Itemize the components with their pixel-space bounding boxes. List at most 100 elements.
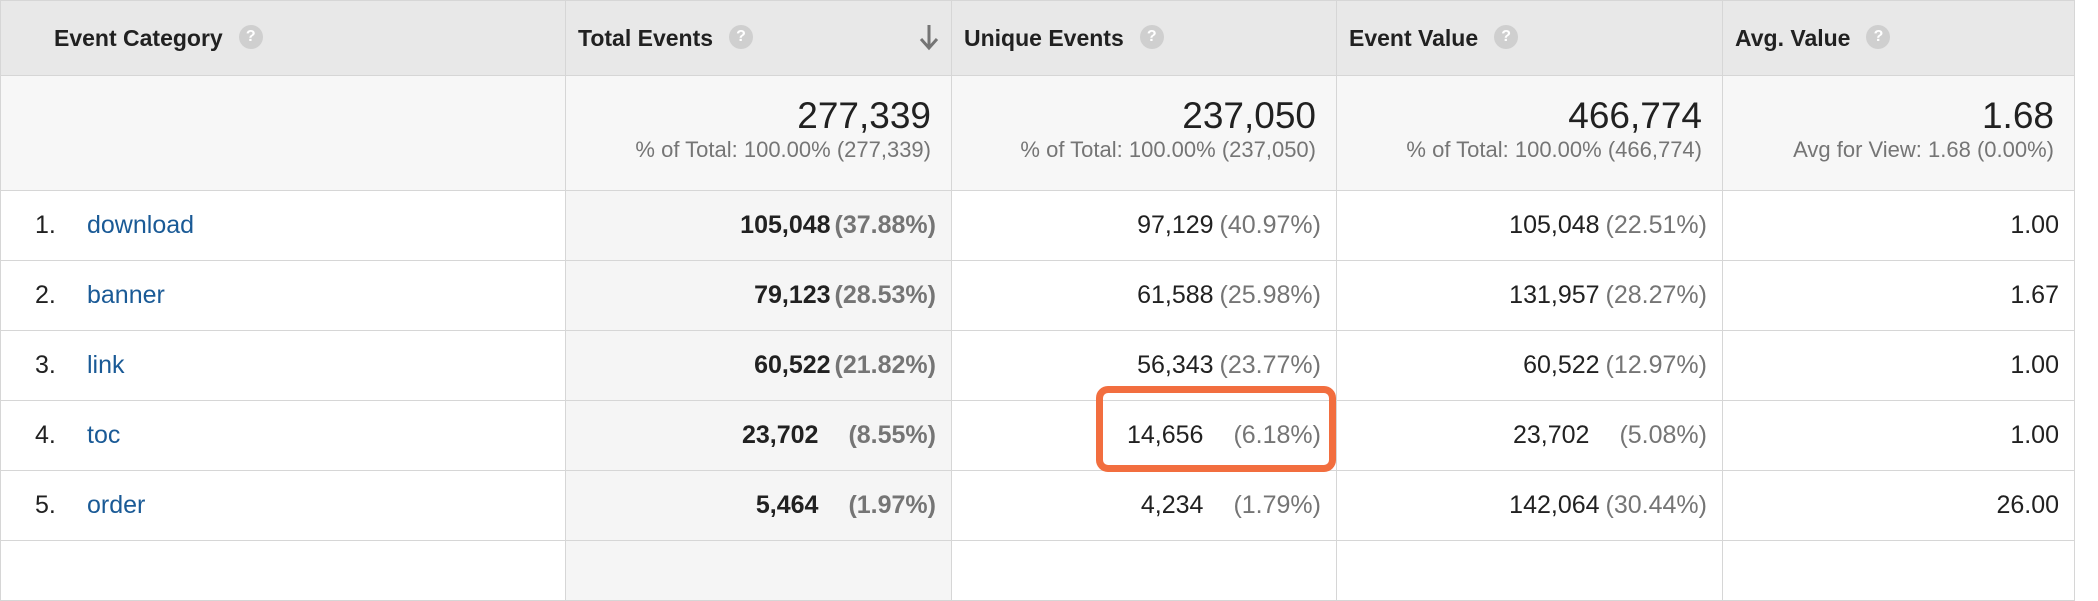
column-header-event-category[interactable]: Event Category? xyxy=(0,0,566,76)
avg-value-cell: 1.00 xyxy=(1722,190,2075,261)
cell-value: 61,588 xyxy=(1137,281,1214,309)
category-link[interactable]: download xyxy=(87,211,195,239)
cell-value: 105,048 xyxy=(740,211,831,239)
category-link[interactable]: link xyxy=(87,351,125,379)
header-row: Event Category? Total Events? Unique Eve… xyxy=(0,0,2075,76)
totals-total-events: 277,339 % of Total: 100.00% (277,339) xyxy=(565,75,952,191)
table-row: 1. download 105,048 (37.88%) 97,129 (40.97%… xyxy=(0,190,2075,261)
column-header-label: Event Value xyxy=(1349,24,1479,51)
category-cell: 4. toc xyxy=(0,400,566,471)
row-index: 4. xyxy=(35,421,56,449)
category-cell: 1. download xyxy=(0,190,566,261)
help-icon[interactable]: ? xyxy=(1866,25,1891,50)
event-value-cell: 105,048 (22.51%) xyxy=(1336,190,1723,261)
total-events-cell: 5,464 (1.97%) xyxy=(565,470,952,541)
unique-events-cell: 97,129 (40.97%) xyxy=(951,190,1337,261)
total-events-cell: 60,522 (21.82%) xyxy=(565,330,952,401)
cell-percent: (37.88%) xyxy=(834,211,936,239)
cell-percent: (1.79%) xyxy=(1233,491,1321,519)
column-header-event-value[interactable]: Event Value? xyxy=(1336,0,1723,76)
help-icon[interactable]: ? xyxy=(1139,25,1164,50)
avg-value-cell: 1.00 xyxy=(1722,400,2075,471)
event-value-cell: 142,064 (30.44%) xyxy=(1336,470,1723,541)
event-value-cell: 60,522 (12.97%) xyxy=(1336,330,1723,401)
help-icon[interactable]: ? xyxy=(238,25,263,50)
cell-value: 4,234 xyxy=(1140,491,1204,519)
category-cell: 3. link xyxy=(0,330,566,401)
unique-events-cell: 56,343 (23.77%) xyxy=(951,330,1337,401)
total-value: 1.68 xyxy=(1981,95,2054,136)
table-row: 3. link 60,522 (21.82%) 56,343 (23.77%) 60,… xyxy=(0,330,2075,401)
cell-percent: (6.18%) xyxy=(1233,421,1321,449)
category-link[interactable]: order xyxy=(87,491,146,519)
event-value-cell: 131,957 (28.27%) xyxy=(1336,260,1723,331)
cell-value: 60,522 xyxy=(754,351,831,379)
total-percent: % of Total: 100.00% (466,774) xyxy=(1406,137,1702,162)
totals-event-value: 466,774 % of Total: 100.00% (466,774) xyxy=(1336,75,1723,191)
cell-percent: (1.97%) xyxy=(848,491,936,519)
cell-percent: (30.44%) xyxy=(1605,491,1707,519)
column-header-avg-value[interactable]: Avg. Value? xyxy=(1722,0,2075,76)
cell-percent: (23.77%) xyxy=(1219,351,1321,379)
cell-value: 79,123 xyxy=(754,281,831,309)
cell-percent: (21.82%) xyxy=(834,351,936,379)
table-row: 5. order 5,464 (1.97%) 4,234 (1.79%) 142,06… xyxy=(0,470,2075,541)
avg-value-cell: 1.00 xyxy=(1722,330,2075,401)
total-value: 237,050 xyxy=(1182,95,1316,136)
cell-percent: (25.98%) xyxy=(1219,281,1321,309)
column-header-total-events[interactable]: Total Events? xyxy=(565,0,952,76)
cell-value: 56,343 xyxy=(1137,351,1214,379)
help-icon[interactable]: ? xyxy=(1494,25,1519,50)
table-row: 2. banner 79,123 (28.53%) 61,588 (25.98%) 1… xyxy=(0,260,2075,331)
row-index: 3. xyxy=(35,351,56,379)
category-link[interactable]: toc xyxy=(87,421,121,449)
totals-blank-cell xyxy=(0,75,566,191)
total-value: 277,339 xyxy=(797,95,931,136)
row-index: 5. xyxy=(35,491,56,519)
cell-percent: (5.08%) xyxy=(1619,421,1707,449)
column-header-label: Avg. Value xyxy=(1735,24,1851,51)
total-percent: Avg for View: 1.68 (0.00%) xyxy=(1793,137,2054,162)
unique-events-cell: 61,588 (25.98%) xyxy=(951,260,1337,331)
table-row-partial xyxy=(0,540,2075,601)
cell-percent: (12.97%) xyxy=(1605,351,1707,379)
total-percent: % of Total: 100.00% (237,050) xyxy=(1020,137,1316,162)
total-value: 466,774 xyxy=(1568,95,1702,136)
cell-percent: (28.27%) xyxy=(1605,281,1707,309)
cell-percent: (8.55%) xyxy=(848,421,936,449)
cell-percent: (40.97%) xyxy=(1219,211,1321,239)
category-cell: 2. banner xyxy=(0,260,566,331)
event-value-cell: 23,702 (5.08%) xyxy=(1336,400,1723,471)
table-row: 4. toc 23,702 (8.55%) 14,656 (6.18%) 23,702… xyxy=(0,400,2075,471)
column-header-unique-events[interactable]: Unique Events? xyxy=(951,0,1337,76)
totals-unique-events: 237,050 % of Total: 100.00% (237,050) xyxy=(951,75,1337,191)
total-events-cell: 23,702 (8.55%) xyxy=(565,400,952,471)
category-link[interactable]: banner xyxy=(87,281,165,309)
cell-value: 131,957 xyxy=(1509,281,1600,309)
column-header-label: Unique Events xyxy=(964,24,1124,51)
total-events-cell: 105,048 (37.88%) xyxy=(565,190,952,261)
totals-avg-value: 1.68 Avg for View: 1.68 (0.00%) xyxy=(1722,75,2075,191)
cell-percent: (28.53%) xyxy=(834,281,936,309)
avg-value-cell: 1.67 xyxy=(1722,260,2075,331)
arrow-down-icon[interactable] xyxy=(919,23,939,51)
cell-value: 60,522 xyxy=(1523,351,1600,379)
cell-value: 97,129 xyxy=(1137,211,1214,239)
row-index: 1. xyxy=(35,211,56,239)
row-index: 2. xyxy=(35,281,56,309)
total-events-cell: 79,123 (28.53%) xyxy=(565,260,952,331)
unique-events-cell: 14,656 (6.18%) xyxy=(951,400,1337,471)
cell-percent: (22.51%) xyxy=(1605,211,1707,239)
avg-value-cell: 26.00 xyxy=(1722,470,2075,541)
cell-value: 14,656 xyxy=(1126,421,1204,449)
total-percent: % of Total: 100.00% (277,339) xyxy=(635,137,931,162)
category-cell: 5. order xyxy=(0,470,566,541)
column-header-label: Event Category xyxy=(54,24,223,51)
unique-events-cell: 4,234 (1.79%) xyxy=(951,470,1337,541)
help-icon[interactable]: ? xyxy=(729,25,754,50)
cell-value: 23,702 xyxy=(741,421,819,449)
cell-value: 23,702 xyxy=(1512,421,1590,449)
cell-value: 105,048 xyxy=(1509,211,1600,239)
cell-value: 142,064 xyxy=(1509,491,1600,519)
